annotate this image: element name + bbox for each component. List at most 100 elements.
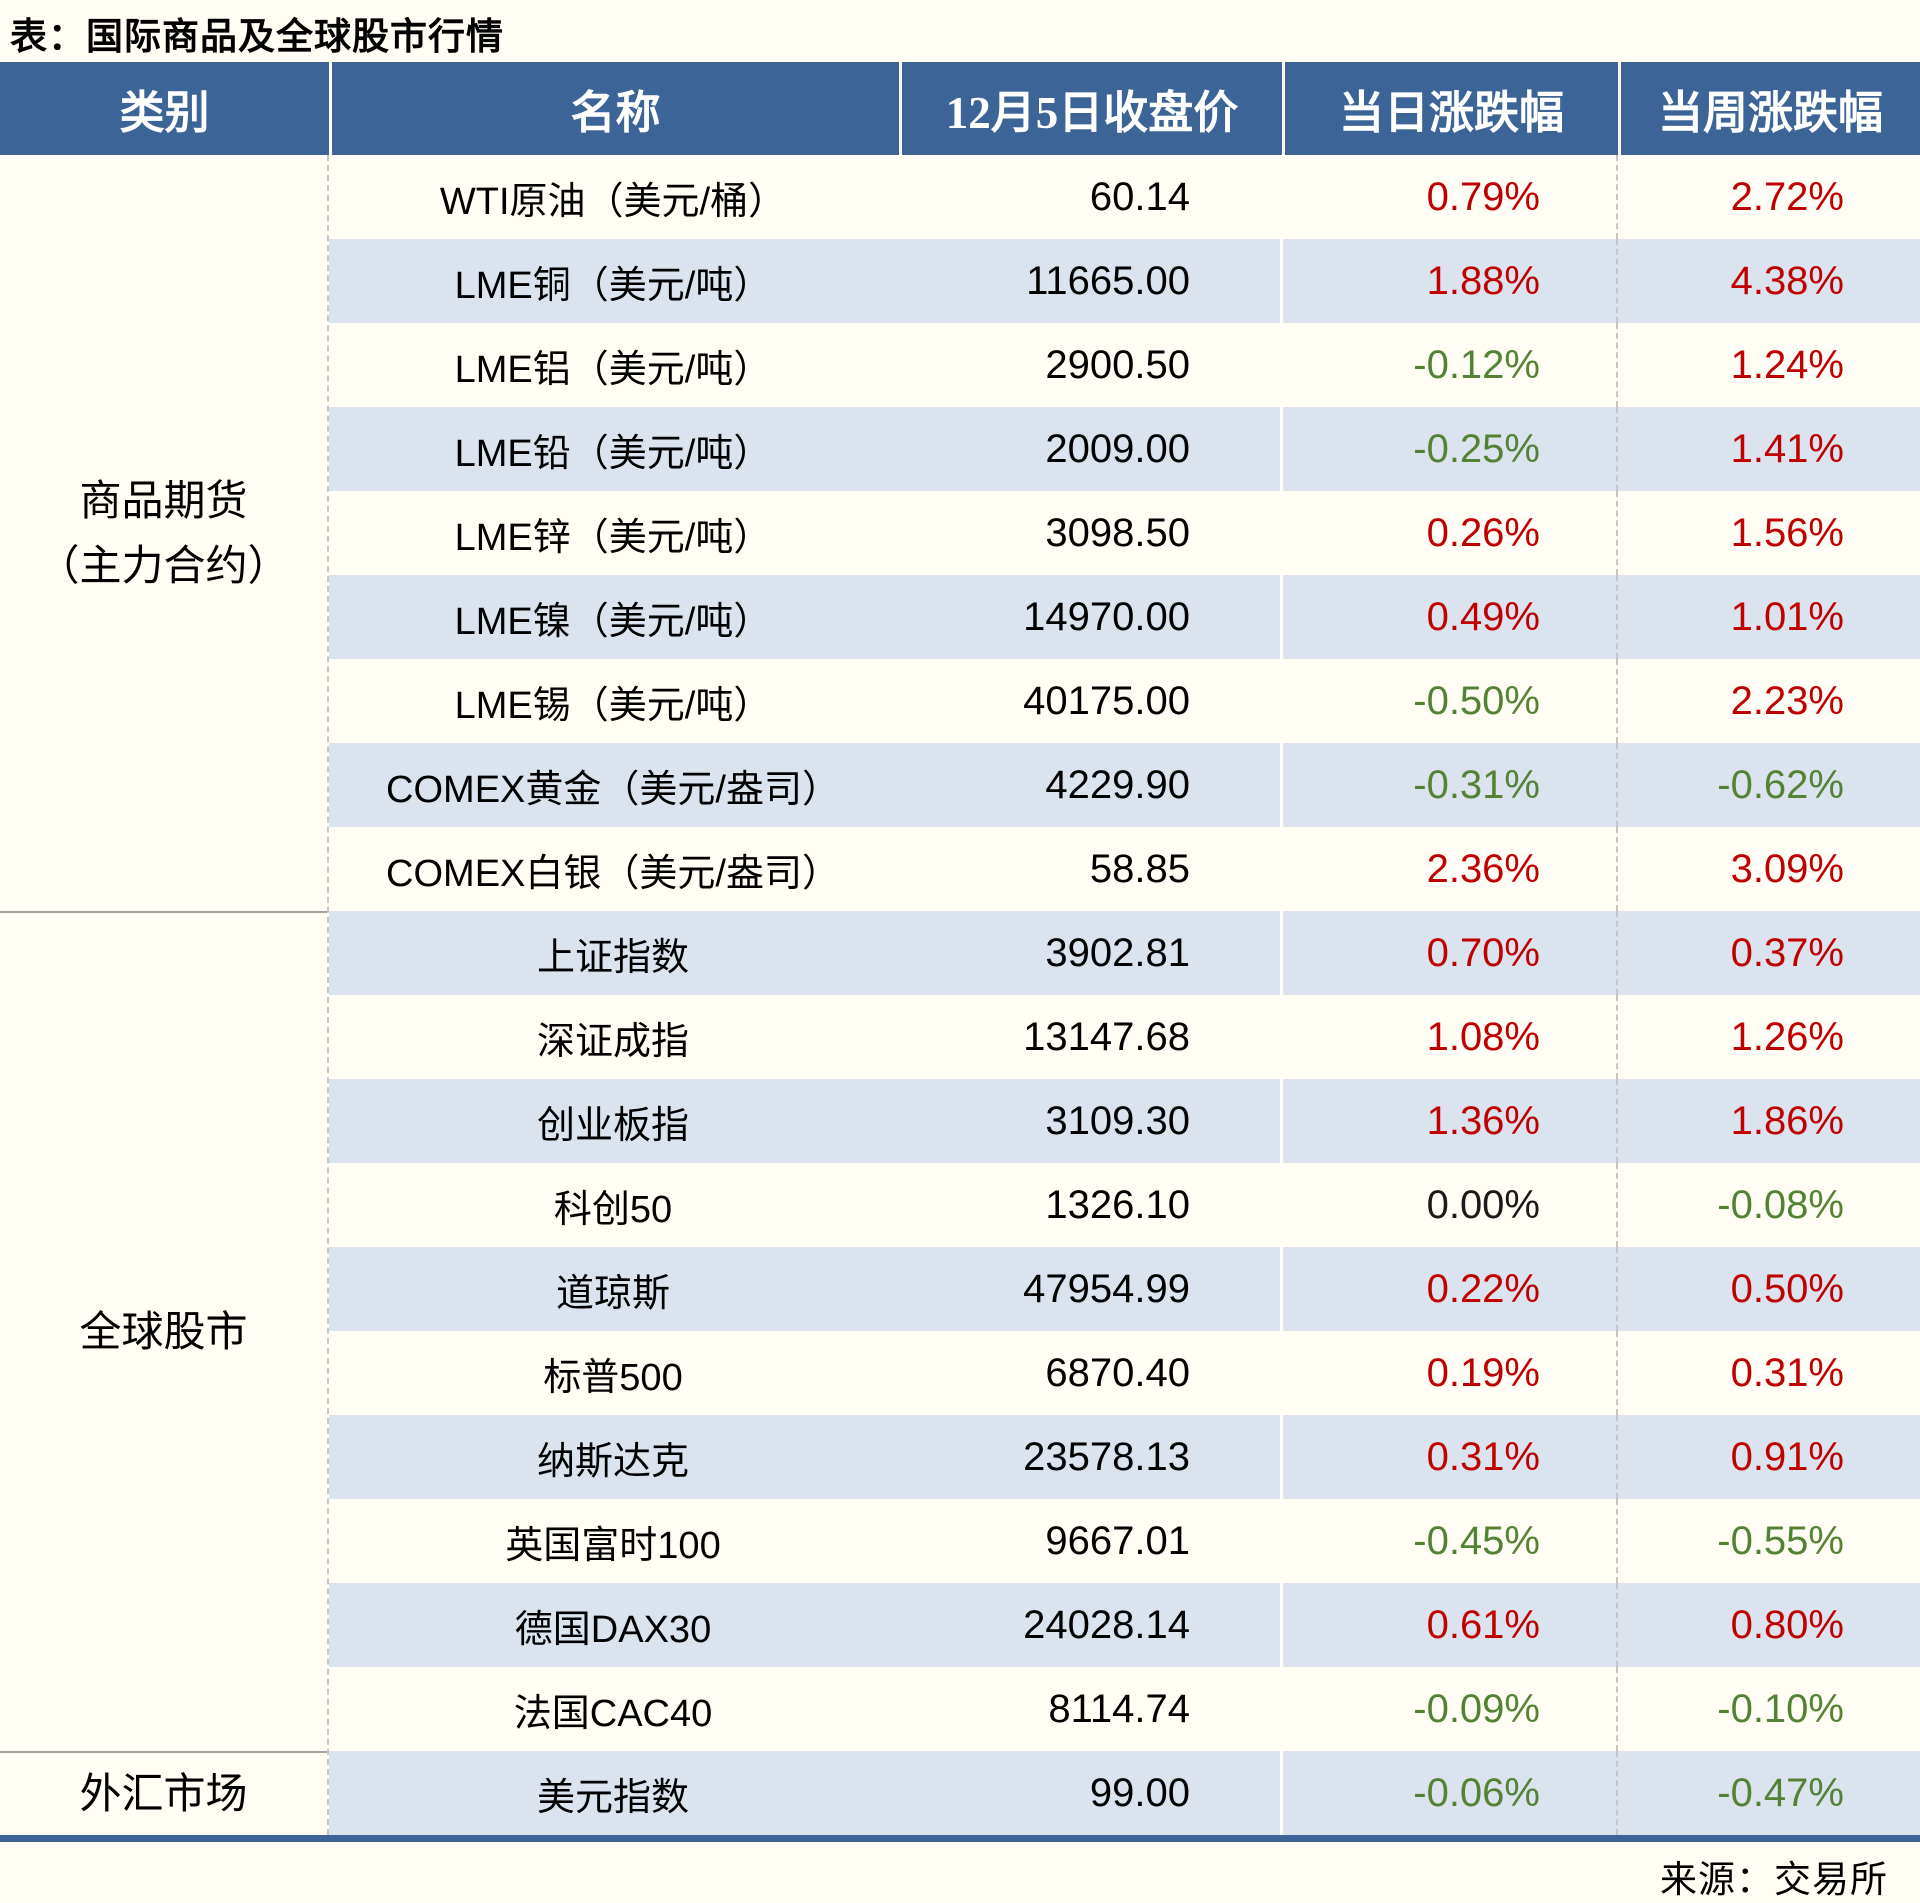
close-price-cell: 3098.50 bbox=[1045, 510, 1190, 555]
close-price-cell: 40175.00 bbox=[1023, 678, 1190, 723]
close-price-cell: 4229.90 bbox=[1045, 762, 1190, 807]
day-change-cell: 0.31% bbox=[1280, 1415, 1616, 1499]
table-row: LME铝（美元/吨） 2900.50 -0.12% 1.24% bbox=[329, 323, 1920, 407]
table-row: 法国CAC40 8114.74 -0.09% -0.10% bbox=[329, 1667, 1920, 1751]
name-cell: 纳斯达克 bbox=[536, 1440, 689, 1483]
day-change-cell: 1.88% bbox=[1280, 239, 1616, 323]
header-cell-close-price: 12月5日收盘价 bbox=[899, 62, 1282, 155]
day-change-cell: 2.36% bbox=[1280, 827, 1616, 911]
market-table: 类别 名称 12月5日收盘价 当日涨跌幅 当周涨跌幅 商品期货 （主力合约） 全球股… bbox=[0, 62, 1920, 1842]
week-change-cell: 0.80% bbox=[1616, 1583, 1918, 1667]
category-column: 商品期货 （主力合约） 全球股市 外汇市场 bbox=[0, 155, 329, 1835]
name-cell: 美元指数 bbox=[536, 1776, 689, 1819]
category-cell: 外汇市场 bbox=[0, 1751, 327, 1835]
name-cell: LME铅（美元/吨） bbox=[454, 432, 772, 475]
week-change-cell: 0.91% bbox=[1616, 1415, 1918, 1499]
table-row: WTI原油（美元/桶） 60.14 0.79% 2.72% bbox=[329, 155, 1920, 239]
table-header-row: 类别 名称 12月5日收盘价 当日涨跌幅 当周涨跌幅 bbox=[0, 62, 1920, 155]
week-change-cell: 1.86% bbox=[1616, 1079, 1918, 1163]
name-cell: WTI原油（美元/桶） bbox=[439, 180, 787, 223]
day-change-cell: 0.26% bbox=[1280, 491, 1616, 575]
day-change-cell: -0.09% bbox=[1280, 1667, 1616, 1751]
header-cell-name: 名称 bbox=[329, 62, 899, 155]
name-cell: 德国DAX30 bbox=[514, 1608, 712, 1651]
page-title: 表：国际商品及全球股市行情 bbox=[10, 16, 504, 57]
close-price-cell: 99.00 bbox=[1089, 1770, 1190, 1815]
day-change-cell: 0.49% bbox=[1280, 575, 1616, 659]
name-cell: 道琼斯 bbox=[555, 1272, 670, 1315]
day-change-cell: 0.19% bbox=[1280, 1331, 1616, 1415]
day-change-cell: 1.36% bbox=[1280, 1079, 1616, 1163]
week-change-cell: 0.37% bbox=[1616, 911, 1918, 995]
table-row: 德国DAX30 24028.14 0.61% 0.80% bbox=[329, 1583, 1920, 1667]
week-change-cell: 1.26% bbox=[1616, 995, 1918, 1079]
name-cell: 深证成指 bbox=[536, 1020, 689, 1063]
name-cell: LME铜（美元/吨） bbox=[454, 264, 772, 307]
table-row: 英国富时100 9667.01 -0.45% -0.55% bbox=[329, 1499, 1920, 1583]
week-change-cell: 2.72% bbox=[1616, 155, 1918, 239]
table-row: COMEX黄金（美元/盎司） 4229.90 -0.31% -0.62% bbox=[329, 743, 1920, 827]
day-change-cell: 0.00% bbox=[1280, 1163, 1616, 1247]
day-change-cell: -0.12% bbox=[1280, 323, 1616, 407]
header-cell-week-change: 当周涨跌幅 bbox=[1618, 62, 1920, 155]
name-cell: 标普500 bbox=[543, 1356, 683, 1399]
name-cell: 法国CAC40 bbox=[513, 1692, 713, 1735]
source-note: 来源：交易所 bbox=[1660, 1859, 1888, 1900]
name-cell: 创业板指 bbox=[536, 1104, 689, 1147]
close-price-cell: 13147.68 bbox=[1023, 1014, 1190, 1059]
table-row: 上证指数 3902.81 0.70% 0.37% bbox=[329, 911, 1920, 995]
close-price-cell: 47954.99 bbox=[1023, 1266, 1190, 1311]
close-price-cell: 8114.74 bbox=[1048, 1686, 1190, 1731]
category-cell: 全球股市 bbox=[0, 911, 327, 1751]
week-change-cell: -0.10% bbox=[1616, 1667, 1918, 1751]
week-change-cell: 1.24% bbox=[1616, 323, 1918, 407]
week-change-cell: 2.23% bbox=[1616, 659, 1918, 743]
table-body: 商品期货 （主力合约） 全球股市 外汇市场 WTI原油（美元/桶） 60.14 0.7… bbox=[0, 155, 1920, 1835]
table-row: LME铅（美元/吨） 2009.00 -0.25% 1.41% bbox=[329, 407, 1920, 491]
close-price-cell: 2900.50 bbox=[1045, 342, 1190, 387]
name-cell: 科创50 bbox=[553, 1188, 673, 1231]
close-price-cell: 14970.00 bbox=[1023, 594, 1190, 639]
name-cell: LME锡（美元/吨） bbox=[454, 684, 772, 727]
name-cell: COMEX白银（美元/盎司） bbox=[386, 852, 840, 895]
table-row: COMEX白银（美元/盎司） 58.85 2.36% 3.09% bbox=[329, 827, 1920, 911]
table-row: 标普500 6870.40 0.19% 0.31% bbox=[329, 1331, 1920, 1415]
table-bottom-border bbox=[0, 1835, 1920, 1842]
table-row: 纳斯达克 23578.13 0.31% 0.91% bbox=[329, 1415, 1920, 1499]
close-price-cell: 2009.00 bbox=[1045, 426, 1190, 471]
week-change-cell: 4.38% bbox=[1616, 239, 1918, 323]
category-cell: 商品期货 （主力合约） bbox=[37, 476, 290, 589]
close-price-cell: 3109.30 bbox=[1045, 1098, 1190, 1143]
close-price-cell: 60.14 bbox=[1089, 174, 1190, 219]
table-row: 道琼斯 47954.99 0.22% 0.50% bbox=[329, 1247, 1920, 1331]
day-change-cell: -0.50% bbox=[1280, 659, 1616, 743]
week-change-cell: 3.09% bbox=[1616, 827, 1918, 911]
close-price-cell: 23578.13 bbox=[1023, 1434, 1190, 1479]
name-cell: 英国富时100 bbox=[505, 1524, 721, 1567]
table-row: LME镍（美元/吨） 14970.00 0.49% 1.01% bbox=[329, 575, 1920, 659]
day-change-cell: -0.31% bbox=[1280, 743, 1616, 827]
day-change-cell: 0.22% bbox=[1280, 1247, 1616, 1331]
week-change-cell: 1.01% bbox=[1616, 575, 1918, 659]
close-price-cell: 58.85 bbox=[1089, 846, 1190, 891]
table-row: LME铜（美元/吨） 11665.00 1.88% 4.38% bbox=[329, 239, 1920, 323]
close-price-cell: 9667.01 bbox=[1045, 1518, 1190, 1563]
day-change-cell: 0.79% bbox=[1280, 155, 1616, 239]
week-change-cell: -0.55% bbox=[1616, 1499, 1918, 1583]
week-change-cell: 1.41% bbox=[1616, 407, 1918, 491]
close-price-cell: 1326.10 bbox=[1045, 1182, 1190, 1227]
day-change-cell: -0.25% bbox=[1280, 407, 1616, 491]
name-cell: 上证指数 bbox=[536, 936, 689, 979]
close-price-cell: 24028.14 bbox=[1023, 1602, 1190, 1647]
name-cell: LME铝（美元/吨） bbox=[454, 348, 772, 391]
name-cell: COMEX黄金（美元/盎司） bbox=[386, 768, 840, 811]
table-row: 美元指数 99.00 -0.06% -0.47% bbox=[329, 1751, 1920, 1835]
name-cell: LME镍（美元/吨） bbox=[454, 600, 772, 643]
table-body-rows: WTI原油（美元/桶） 60.14 0.79% 2.72% LME铜（美元/吨）… bbox=[329, 155, 1920, 1835]
header-cell-day-change: 当日涨跌幅 bbox=[1282, 62, 1618, 155]
day-change-cell: -0.45% bbox=[1280, 1499, 1616, 1583]
week-change-cell: 0.31% bbox=[1616, 1331, 1918, 1415]
table-row: 创业板指 3109.30 1.36% 1.86% bbox=[329, 1079, 1920, 1163]
week-change-cell: 0.50% bbox=[1616, 1247, 1918, 1331]
week-change-cell: -0.47% bbox=[1616, 1751, 1918, 1835]
